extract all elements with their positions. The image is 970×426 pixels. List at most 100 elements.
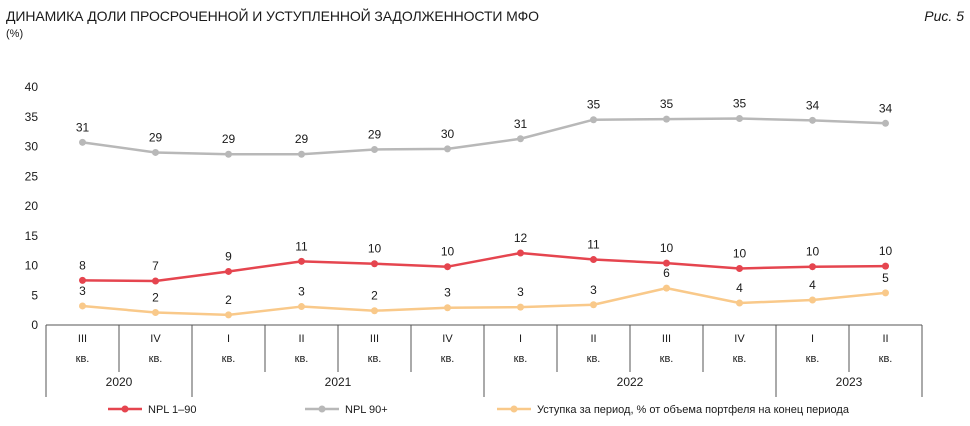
data-label: 11	[295, 239, 308, 253]
data-label: 30	[441, 127, 455, 141]
data-point	[225, 267, 232, 275]
data-label: 2	[371, 289, 378, 303]
y-tick-label: 30	[25, 140, 39, 154]
data-point	[517, 249, 524, 257]
data-point	[444, 263, 451, 271]
year-label: 2021	[325, 375, 352, 389]
data-label: 10	[441, 245, 455, 259]
data-point	[371, 307, 378, 315]
data-label: 31	[514, 117, 528, 131]
x-tick-quarter: II	[298, 333, 304, 345]
data-point	[809, 263, 816, 271]
data-point	[736, 115, 743, 123]
data-point	[298, 150, 305, 158]
data-point	[809, 296, 816, 304]
legend-marker	[121, 405, 129, 413]
x-tick-quarter: II	[590, 333, 596, 345]
data-point	[590, 301, 597, 309]
data-point	[444, 304, 451, 312]
data-point	[882, 262, 889, 270]
x-tick-kv: кв.	[514, 353, 528, 365]
data-label: 2	[225, 293, 232, 307]
data-label: 10	[660, 241, 674, 255]
data-point	[371, 260, 378, 268]
y-tick-label: 15	[25, 229, 39, 243]
x-tick-kv: кв.	[295, 353, 309, 365]
data-label: 29	[368, 127, 382, 141]
data-label: 9	[225, 249, 232, 263]
data-point	[882, 289, 889, 297]
data-label: 35	[587, 98, 601, 112]
data-label: 3	[517, 285, 524, 299]
data-point	[298, 257, 305, 265]
year-label: 2022	[617, 375, 644, 389]
legend-label: NPL 1–90	[148, 404, 197, 416]
x-tick-kv: кв.	[587, 353, 601, 365]
data-label: 3	[444, 286, 451, 300]
data-label: 29	[222, 132, 236, 146]
x-tick-quarter: I	[811, 333, 814, 345]
data-label: 3	[590, 283, 597, 297]
series-line	[82, 251, 886, 283]
chart-title: ДИНАМИКА ДОЛИ ПРОСРОЧЕННОЙ И УСТУПЛЕННОЙ…	[6, 8, 539, 24]
unit-label: (%)	[6, 28, 24, 40]
y-tick-label: 20	[25, 199, 39, 213]
y-tick-label: 25	[25, 169, 39, 183]
data-point	[225, 150, 232, 158]
data-label: 4	[736, 281, 743, 295]
data-point	[79, 302, 86, 310]
x-tick-quarter: III	[78, 333, 87, 345]
y-tick-label: 0	[31, 318, 38, 332]
legend-label: Уступка за период, % от объема портфеля …	[537, 404, 850, 416]
x-tick-kv: кв.	[222, 353, 236, 365]
data-point	[225, 311, 232, 319]
data-label: 4	[809, 278, 816, 292]
x-tick-kv: кв.	[368, 353, 382, 365]
data-point	[590, 116, 597, 124]
data-point	[79, 276, 86, 284]
x-tick-quarter: I	[519, 333, 522, 345]
data-point	[298, 303, 305, 311]
legend-marker	[318, 405, 326, 413]
y-tick-label: 5	[31, 288, 38, 302]
series-line	[82, 286, 886, 317]
x-tick-quarter: III	[662, 333, 671, 345]
data-point	[371, 145, 378, 153]
data-point	[517, 135, 524, 143]
data-label: 10	[879, 244, 893, 258]
data-point	[79, 138, 86, 146]
data-label: 12	[514, 231, 528, 245]
x-tick-quarter: IV	[734, 333, 745, 345]
data-point	[590, 256, 597, 264]
data-point	[663, 259, 670, 267]
data-label: 6	[663, 266, 670, 280]
data-label: 29	[295, 132, 309, 146]
x-tick-kv: кв.	[76, 353, 90, 365]
data-point	[444, 145, 451, 153]
figure-number: Рис. 5	[924, 8, 964, 24]
data-point	[517, 303, 524, 311]
data-label: 10	[733, 246, 747, 260]
data-point	[663, 115, 670, 123]
data-label: 34	[879, 101, 893, 115]
x-tick-kv: кв.	[733, 353, 747, 365]
data-point	[152, 309, 159, 317]
legend-label: NPL 90+	[345, 404, 388, 416]
x-tick-quarter: IV	[150, 333, 161, 345]
data-point	[152, 277, 159, 285]
data-point	[736, 299, 743, 307]
data-label: 10	[806, 245, 820, 259]
x-tick-quarter: III	[370, 333, 379, 345]
y-tick-label: 10	[25, 259, 39, 273]
data-label: 34	[806, 98, 820, 112]
data-point	[882, 119, 889, 127]
x-tick-kv: кв.	[660, 353, 674, 365]
data-label: 5	[882, 271, 889, 285]
data-label: 31	[76, 120, 90, 134]
y-tick-label: 40	[25, 80, 39, 94]
data-point	[809, 116, 816, 124]
x-tick-quarter: I	[227, 333, 230, 345]
year-label: 2020	[106, 375, 133, 389]
data-label: 29	[149, 130, 163, 144]
x-tick-quarter: IV	[442, 333, 453, 345]
